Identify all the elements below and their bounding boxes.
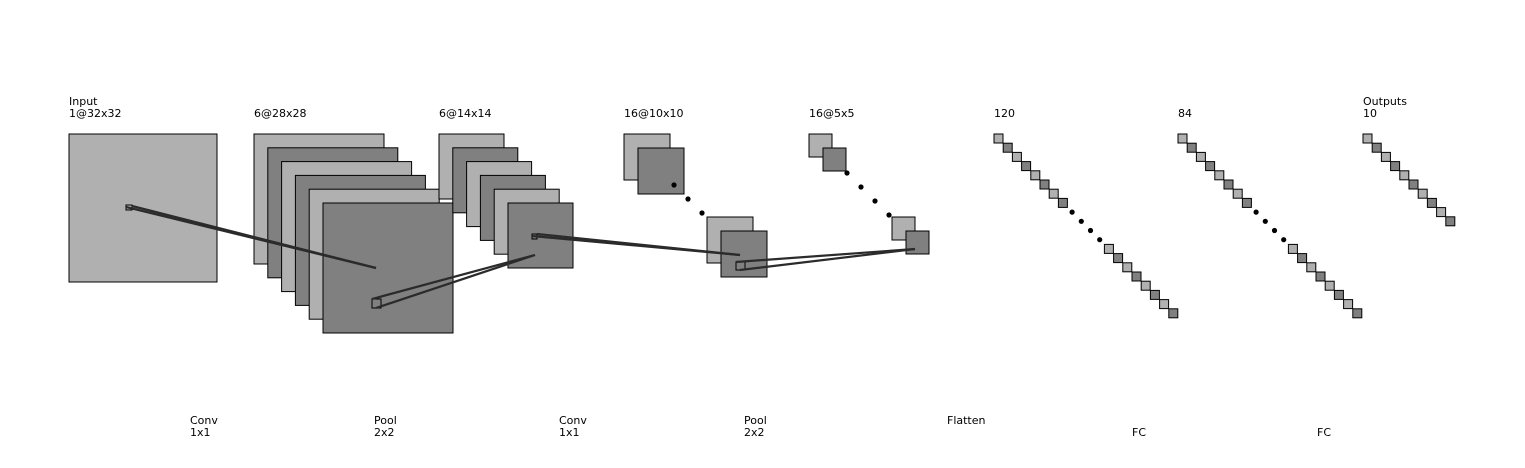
outputs-unit <box>1436 207 1447 218</box>
fc-84-unit <box>1195 151 1206 162</box>
fc-120-unit <box>1011 151 1022 162</box>
outputs-unit <box>1417 188 1428 199</box>
fc-120-unit <box>1159 299 1170 310</box>
conv2-maps-label: 16@10x10 <box>624 107 684 120</box>
conv2-kernel-label: 1x1 <box>559 426 580 439</box>
pool2-ellipsis-dot <box>858 184 864 190</box>
fc-120-unit <box>1113 253 1124 264</box>
conv2-ellipsis-dot <box>671 182 677 188</box>
pool2-connection-line <box>739 247 916 272</box>
pool1-connection-line <box>375 253 536 310</box>
conv1-op-label: Conv <box>190 414 218 427</box>
fc-120-unit <box>1122 262 1133 273</box>
fc-84-unit <box>1297 253 1308 264</box>
fc-120-unit <box>1149 289 1160 300</box>
pool2-op-label: Pool <box>744 414 767 427</box>
fc-120-unit <box>1039 179 1050 190</box>
fc-84-unit <box>1205 161 1216 172</box>
flatten-op-label: Flatten <box>947 414 986 427</box>
pool1-map-5 <box>507 202 574 269</box>
outputs-unit <box>1408 179 1419 190</box>
conv1-map-5 <box>322 202 454 334</box>
outputs-unit <box>1362 133 1373 144</box>
fc-120-ellipsis-dot <box>1078 218 1084 224</box>
fc-120-unit <box>1057 197 1068 208</box>
fc1-op-label: FC <box>1132 426 1146 439</box>
pool1-op-label: Pool <box>374 414 397 427</box>
fc-84-ellipsis-dot <box>1271 227 1278 234</box>
fc-84-unit <box>1232 188 1243 199</box>
fc-84-unit <box>1214 170 1225 181</box>
layer-shapes <box>68 133 1456 334</box>
pool1-kernel-label: 2x2 <box>374 426 395 439</box>
fc-84-unit <box>1241 197 1252 208</box>
fc-84-unit <box>1177 133 1188 144</box>
pool2-ellipsis-dot <box>886 212 892 218</box>
operation-labels: Conv 1x1 Pool 2x2 Conv 1x1 Pool 2x2 Flat… <box>190 414 1331 439</box>
fc-84-unit <box>1324 280 1335 291</box>
outputs-unit <box>1390 161 1401 172</box>
outputs-label: Outputs <box>1363 95 1407 108</box>
connection-lines <box>125 204 916 310</box>
input-size-label: 1@32x32 <box>69 107 122 120</box>
fc-84-unit <box>1343 299 1354 310</box>
conv1-kernel-label: 1x1 <box>190 426 211 439</box>
outputs-unit <box>1371 142 1382 153</box>
fc-84-unit <box>1333 289 1344 300</box>
fc-120-unit <box>1140 280 1151 291</box>
fc-120-unit <box>1021 161 1032 172</box>
outputs-unit <box>1445 216 1456 227</box>
outputs-unit <box>1426 197 1437 208</box>
fc-120-ellipsis-dot <box>1087 227 1094 234</box>
conv2-op-label: Conv <box>559 414 587 427</box>
fc-120-unit <box>1030 170 1041 181</box>
fc-120-unit <box>1103 243 1114 254</box>
fc-84-unit <box>1352 308 1363 319</box>
layer-labels: Input 1@32x32 6@28x28 6@14x14 16@10x10 1… <box>69 95 1407 120</box>
fc-84-ellipsis-dot <box>1262 218 1268 224</box>
fc-84-unit <box>1315 271 1326 282</box>
outputs-count-label: 10 <box>1363 107 1377 120</box>
fc-84-unit <box>1223 179 1234 190</box>
pool1-maps-label: 6@14x14 <box>439 107 492 120</box>
pool2-connection-line <box>735 247 916 264</box>
fc-84-ellipsis-dot <box>1253 209 1259 215</box>
conv2-ellipsis-dot <box>699 210 705 216</box>
fc-120-unit <box>1131 271 1142 282</box>
fc-84-label: 84 <box>1178 107 1192 120</box>
fc-84-ellipsis-dot <box>1281 237 1287 243</box>
fc-120-ellipsis-dot <box>1097 237 1103 243</box>
fc-120-unit <box>1048 188 1059 199</box>
pool2-ellipsis-dot <box>844 170 850 176</box>
fc-84-unit <box>1186 142 1197 153</box>
fc-120-label: 120 <box>994 107 1015 120</box>
pool2-kernel-label: 2x2 <box>744 426 765 439</box>
conv1-maps-label: 6@28x28 <box>254 107 307 120</box>
pool2-ellipsis-dot <box>872 198 878 204</box>
input-label: Input <box>69 95 98 108</box>
fc2-op-label: FC <box>1317 426 1331 439</box>
fc-84-unit <box>1306 262 1317 273</box>
outputs-unit <box>1380 151 1391 162</box>
fc-120-unit <box>1168 308 1179 319</box>
pool1-connection-line <box>371 253 536 301</box>
conv2-map-1 <box>637 147 685 195</box>
conv2-ellipsis-dot <box>685 196 691 202</box>
outputs-unit <box>1399 170 1410 181</box>
conv2-connection-line <box>536 232 741 257</box>
pool2-map-1 <box>822 147 847 172</box>
conv1-connection-line <box>131 204 377 270</box>
fc-120-ellipsis-dot <box>1069 209 1075 215</box>
fc-84-unit <box>1287 243 1298 254</box>
fc-120-unit <box>1002 142 1013 153</box>
fc-120-unit <box>993 133 1004 144</box>
pool2-maps-label: 16@5x5 <box>809 107 855 120</box>
